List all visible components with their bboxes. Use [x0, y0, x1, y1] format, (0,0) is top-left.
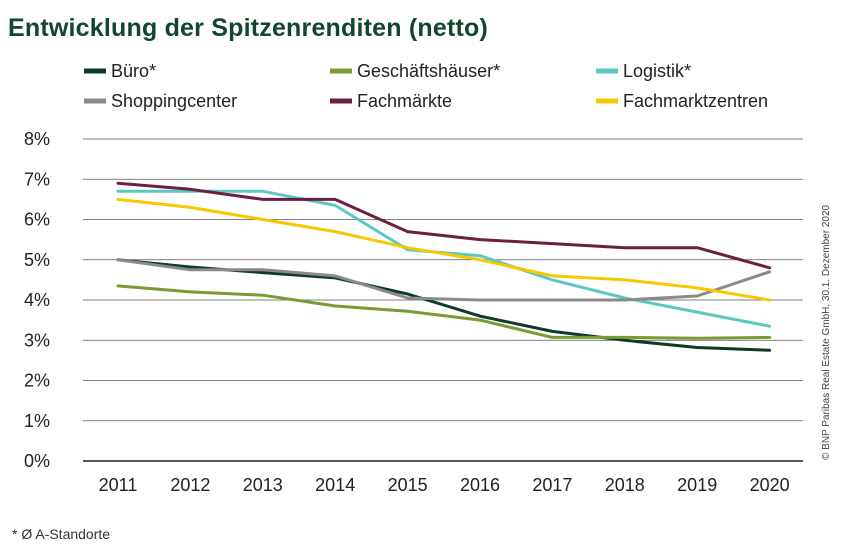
y-tick-label: 6% — [24, 210, 50, 230]
x-tick-label: 2015 — [388, 475, 428, 495]
source-note: © BNP Paribas Real Estate GmbH, 30.1. De… — [821, 204, 832, 460]
x-tick-label: 2014 — [315, 475, 355, 495]
x-tick-label: 2016 — [460, 475, 500, 495]
x-tick-label: 2012 — [170, 475, 210, 495]
y-tick-label: 1% — [24, 411, 50, 431]
legend: Büro* Geschäftshäuser* Logistik* Shoppingce… — [84, 61, 768, 111]
x-tick-label: 2019 — [677, 475, 717, 495]
y-tick-label: 0% — [24, 451, 50, 471]
chart-title: Entwicklung der Spitzenrenditen (netto) — [8, 14, 489, 42]
legend-label: Logistik* — [623, 61, 691, 81]
x-tick-label: 2018 — [605, 475, 645, 495]
legend-label: Fachmärkte — [357, 91, 452, 111]
x-tick-label: 2020 — [750, 475, 790, 495]
y-tick-label: 8% — [24, 129, 50, 149]
y-tick-label: 2% — [24, 371, 50, 391]
legend-label: Geschäftshäuser* — [357, 61, 500, 81]
series-lines — [116, 181, 772, 352]
y-tick-label: 3% — [24, 330, 50, 350]
legend-label: Fachmarktzentren — [623, 91, 768, 111]
grid-lines — [83, 138, 803, 462]
legend-label: Büro* — [111, 61, 156, 81]
y-axis-ticks: 0% 1% 2% 3% 4% 5% 6% 7% 8% — [24, 129, 50, 471]
x-axis-ticks: 2011 2012 2013 2014 2015 2016 2017 2018 2019 2020 — [99, 475, 790, 495]
y-tick-label: 7% — [24, 169, 50, 189]
y-tick-label: 5% — [24, 250, 50, 270]
series-line-1 — [116, 284, 772, 340]
y-tick-label: 4% — [24, 290, 50, 310]
x-tick-label: 2013 — [243, 475, 283, 495]
x-tick-label: 2017 — [532, 475, 572, 495]
legend-label: Shoppingcenter — [111, 91, 237, 111]
series-line-5 — [116, 197, 772, 302]
series-line-4 — [116, 181, 772, 270]
series-line-3 — [116, 258, 772, 302]
footnote: * Ø A-Standorte — [12, 526, 111, 542]
x-tick-label: 2011 — [99, 475, 138, 495]
